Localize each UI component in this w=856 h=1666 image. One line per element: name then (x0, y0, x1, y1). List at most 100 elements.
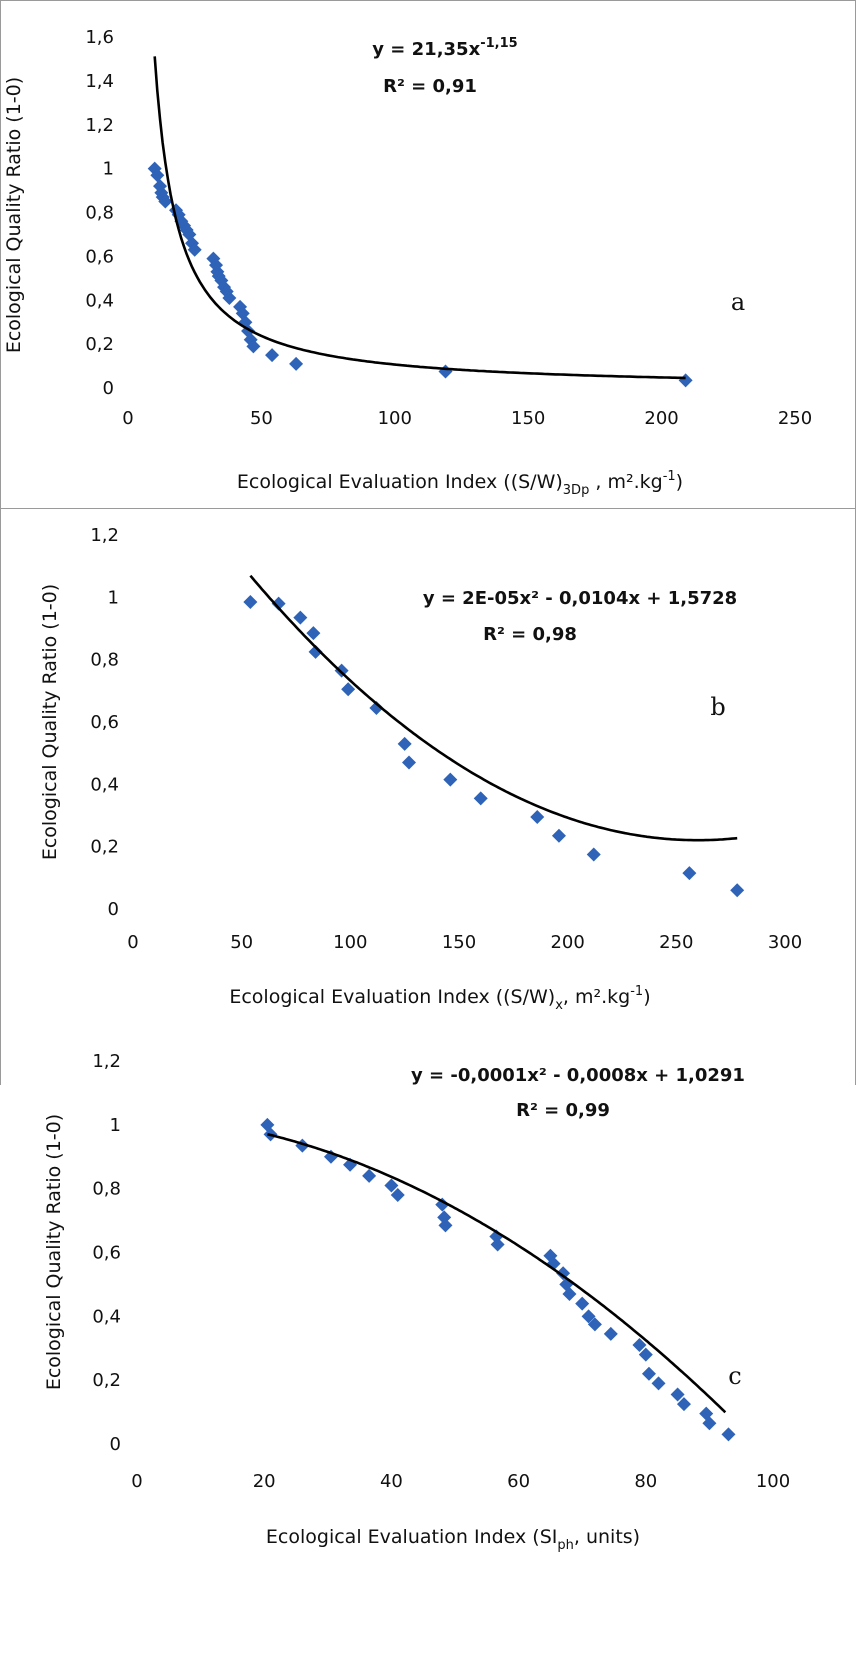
panel-letter: a (731, 288, 745, 316)
x-axis-title-part: x (555, 998, 563, 1013)
x-axis-title-part: Ecological Evaluation Index (SI (266, 1526, 557, 1548)
x-tick-label: 200 (550, 932, 584, 953)
x-axis-title: Ecological Evaluation Index ((S/W)x, m².… (229, 984, 650, 1013)
y-axis-title: Ecological Quality Ratio (1-0) (3, 77, 25, 353)
x-tick-label: 0 (127, 932, 138, 953)
data-point (402, 755, 417, 770)
x-tick-label: 100 (756, 1471, 790, 1492)
y-tick-label: 0,2 (92, 1370, 121, 1391)
data-point (293, 610, 308, 625)
r-squared-label: R² = 0,99 (516, 1100, 610, 1121)
data-point (306, 626, 321, 641)
trendline-equation: y = 2E-05x² - 0,0104x + 1,5728 (423, 588, 737, 609)
data-point (473, 791, 488, 806)
data-point (435, 1197, 450, 1212)
data-point (443, 772, 458, 787)
data-point (556, 1266, 571, 1281)
x-tick-label: 150 (442, 932, 476, 953)
data-point (632, 1338, 647, 1353)
trendline-equation: y = -0,0001x² - 0,0008x + 1,0291 (411, 1065, 745, 1086)
equation-main: y = 2E-05x² - 0,0104x + 1,5728 (423, 588, 737, 609)
data-point (341, 682, 356, 697)
data-point (551, 828, 566, 843)
data-point (438, 1218, 453, 1233)
y-tick-label: 0,4 (92, 1306, 121, 1327)
data-point (702, 1416, 717, 1431)
x-axis-title: Ecological Evaluation Index (SIph, units… (266, 1526, 640, 1553)
data-point (271, 596, 286, 611)
data-point (682, 866, 697, 881)
y-tick-label: 0,8 (85, 203, 114, 224)
x-axis-title-part: Ecological Evaluation Index ((S/W) (229, 986, 555, 1008)
data-point (308, 644, 323, 659)
x-tick-label: 100 (333, 932, 367, 953)
trendline (249, 574, 738, 842)
x-tick-label: 40 (380, 1471, 403, 1492)
panel-letter: c (728, 1362, 741, 1390)
x-axis-title-part: ) (643, 986, 650, 1008)
panel-b: 0 0,2 0,4 0,6 0,8 1 1,2 0 50 100 150 200 250 300 Ecolo… (39, 525, 802, 1013)
y-tick-label: 0,6 (92, 1243, 121, 1264)
y-tick-label: 1,2 (85, 115, 114, 136)
data-point (390, 1188, 405, 1203)
x-axis-title-part: 3Dp (563, 483, 590, 498)
data-point (730, 883, 745, 898)
data-point (150, 168, 165, 183)
trendline (153, 56, 686, 380)
y-tick-label: 0 (108, 899, 119, 920)
x-tick-label: 150 (511, 408, 545, 429)
equation-main: y = 21,35x (372, 39, 480, 60)
x-tick-label: 100 (378, 408, 412, 429)
x-axis-title-part: ph (557, 1538, 574, 1553)
panel-c: 0 0,2 0,4 0,6 0,8 1 1,2 0 20 40 60 80 100 Ecological … (43, 1051, 790, 1553)
r-squared-label: R² = 0,98 (483, 624, 577, 645)
x-tick-label: 20 (253, 1471, 276, 1492)
x-tick-label: 50 (250, 408, 273, 429)
x-axis-title-part: , m².kg (563, 986, 630, 1008)
data-point (397, 736, 412, 751)
x-tick-label: 300 (768, 932, 802, 953)
y-tick-label: 1 (110, 1115, 121, 1136)
x-tick-label: 50 (230, 932, 253, 953)
x-tick-label: 200 (644, 408, 678, 429)
data-point (265, 348, 280, 363)
y-tick-label: 1 (108, 587, 119, 608)
x-tick-label: 250 (778, 408, 812, 429)
x-axis-title-part: , units) (574, 1526, 640, 1548)
y-tick-label: 0,8 (92, 1179, 121, 1200)
data-point (641, 1366, 656, 1381)
y-tick-label: 0,6 (90, 712, 119, 733)
trendline (267, 1132, 727, 1414)
data-point (575, 1296, 590, 1311)
data-point (438, 364, 453, 379)
data-point (246, 339, 261, 354)
data-point (384, 1178, 399, 1193)
data-point (587, 1317, 602, 1332)
panel-a: 0 0,2 0,4 0,6 0,8 1 1,2 1,4 1,6 0 50 100 150 200 250 Ec… (3, 27, 812, 498)
x-axis-title-part: ) (676, 471, 683, 493)
y-axis-title: Ecological Quality Ratio (1-0) (43, 1114, 65, 1390)
x-axis-title-part: -1 (663, 469, 676, 484)
y-tick-label: 0 (110, 1434, 121, 1455)
trendline-equation: y = 21,35x-1,15 (372, 36, 517, 60)
y-tick-label: 0,8 (90, 650, 119, 671)
data-point (243, 595, 258, 610)
equation-main: y = -0,0001x² - 0,0008x + 1,0291 (411, 1065, 745, 1086)
x-axis-title-part: Ecological Evaluation Index ((S/W) (237, 471, 563, 493)
data-point (289, 356, 304, 371)
x-axis-title-part: -1 (630, 984, 643, 999)
data-point (530, 810, 545, 825)
data-point (670, 1387, 685, 1402)
x-tick-label: 0 (131, 1471, 142, 1492)
data-point (222, 291, 237, 306)
data-point (603, 1326, 618, 1341)
y-tick-label: 0,2 (85, 334, 114, 355)
data-point (586, 847, 601, 862)
data-point (187, 242, 202, 257)
y-tick-label: 1,4 (85, 71, 114, 92)
data-point (490, 1237, 505, 1252)
data-point (369, 700, 384, 715)
data-point (362, 1168, 377, 1183)
y-tick-label: 0,4 (85, 290, 114, 311)
